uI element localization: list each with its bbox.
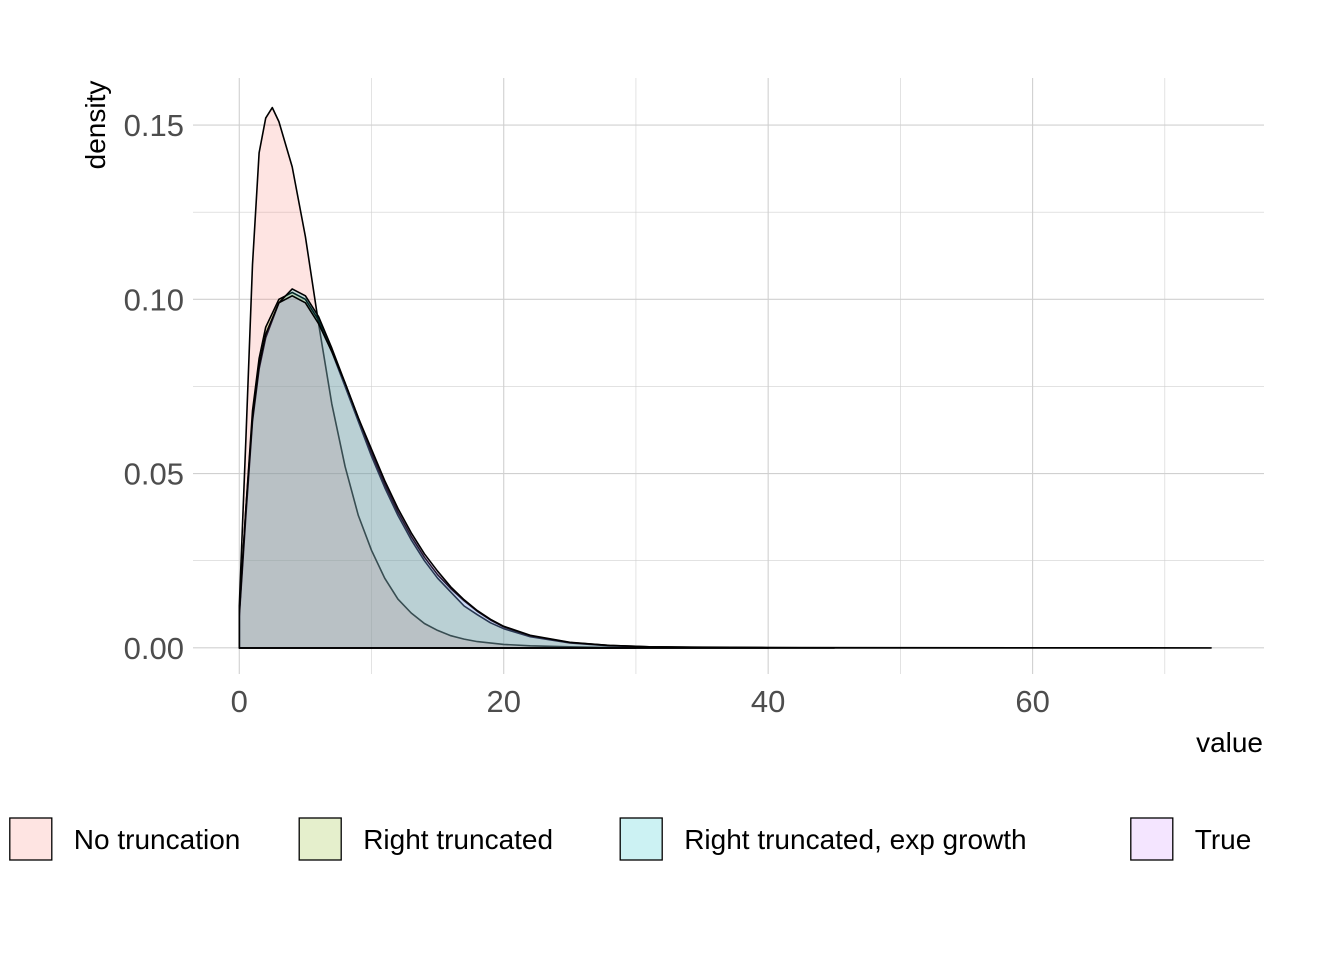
x-axis-title: value <box>1196 727 1263 758</box>
y-tick-label: 0.10 <box>124 282 184 317</box>
x-tick-label: 60 <box>1015 684 1049 719</box>
legend-label: True <box>1195 824 1252 855</box>
legend-item: No truncation <box>9 817 241 861</box>
x-tick-label: 40 <box>751 684 785 719</box>
legend-key <box>619 817 663 861</box>
density-areas <box>238 106 1212 649</box>
x-tick-label: 20 <box>486 684 520 719</box>
tick-labels: 0 20 40 60 0.00 0.05 0.10 0.15 <box>124 108 1050 719</box>
legend-key <box>1130 817 1174 861</box>
density-area-true <box>238 295 836 649</box>
legend-label: Right truncated, exp growth <box>684 824 1026 855</box>
y-tick-label: 0.00 <box>124 631 184 666</box>
y-axis-title: density <box>80 81 111 170</box>
legend-item: Right truncated, exp growth <box>619 817 1027 861</box>
x-tick-label: 0 <box>231 684 248 719</box>
legend: No truncation Right truncated Right trunca… <box>9 817 1252 861</box>
legend-item: Right truncated <box>298 817 553 861</box>
density-area-no-truncation <box>238 106 637 649</box>
y-tick-label: 0.15 <box>124 108 184 143</box>
legend-key <box>9 817 53 861</box>
y-tick-label: 0.05 <box>124 457 184 492</box>
legend-key <box>298 817 342 861</box>
legend-label: Right truncated <box>363 824 553 855</box>
legend-item: True <box>1130 817 1252 861</box>
legend-label: No truncation <box>74 824 241 855</box>
